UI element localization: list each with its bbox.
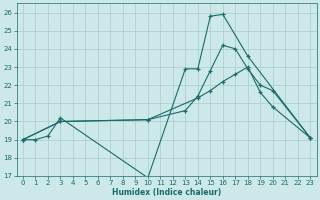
X-axis label: Humidex (Indice chaleur): Humidex (Indice chaleur) xyxy=(112,188,221,197)
